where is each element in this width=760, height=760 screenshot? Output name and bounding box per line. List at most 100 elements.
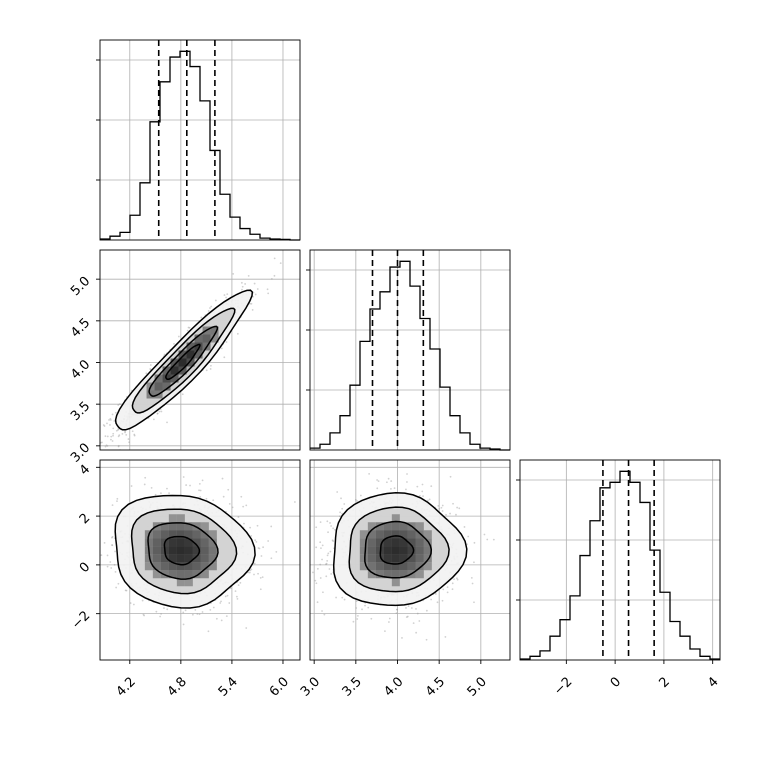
scatter-point [335, 596, 337, 599]
scatter-point [332, 527, 335, 530]
scatter-point [116, 500, 118, 503]
scatter-point [359, 494, 362, 497]
scatter-point [85, 587, 87, 589]
density-cell [391, 538, 400, 547]
scatter-point [492, 538, 495, 541]
scatter-point [249, 526, 252, 529]
scatter-point [110, 438, 112, 441]
scatter-point [83, 538, 85, 540]
plot-frame [519, 459, 721, 661]
scatter-point [106, 422, 108, 425]
density-cell [192, 530, 201, 539]
scatter-point [160, 612, 162, 615]
x-tick-label: 3.5 [340, 674, 365, 699]
density-cell [359, 530, 368, 539]
scatter-point [201, 611, 204, 613]
scatter-point [279, 262, 282, 265]
scatter-point [95, 588, 97, 590]
density-cell [423, 546, 432, 555]
scatter-point [442, 588, 445, 591]
density-cell [184, 538, 193, 547]
scatter-point [166, 487, 168, 490]
scatter-point [220, 619, 223, 622]
scatter-point [356, 500, 359, 502]
density-cell [359, 546, 368, 555]
scatter-point [306, 519, 308, 521]
density-cell [415, 562, 424, 571]
scatter-point [132, 603, 135, 606]
scatter-point [111, 413, 114, 416]
scatter-point [158, 410, 161, 413]
scatter-point [305, 508, 307, 510]
scatter-point [440, 506, 443, 509]
scatter-point [225, 296, 227, 299]
scatter-point [266, 288, 269, 291]
density-cell [184, 562, 193, 571]
scatter-point [225, 615, 228, 617]
density-cell [168, 546, 177, 555]
scatter-point [159, 615, 162, 618]
scatter-point [418, 620, 421, 622]
scatter-point [207, 630, 210, 633]
plot-frame [309, 249, 511, 451]
scatter-point [385, 481, 388, 484]
scatter-point [321, 544, 324, 547]
density-cell [186, 342, 195, 351]
x-tick-label: 5.0 [465, 674, 490, 699]
scatter-point [355, 607, 358, 609]
scatter-point [105, 444, 108, 447]
scatter-point [446, 591, 449, 594]
density-cell [170, 358, 179, 367]
scatter-point [343, 503, 346, 505]
density-cell [200, 554, 209, 563]
scatter-point [405, 488, 407, 491]
scatter-point [112, 432, 115, 435]
density-cell [367, 570, 376, 579]
scatter-point [275, 550, 278, 553]
density-cell [383, 522, 392, 531]
scatter-point [405, 616, 408, 618]
density-cell [407, 562, 416, 571]
scatter-point [237, 516, 240, 518]
scatter-point [261, 576, 264, 579]
density-cell [407, 554, 416, 563]
scatter-point [412, 622, 415, 625]
scatter-point [314, 579, 317, 582]
scatter-point [390, 487, 392, 490]
density-cell [160, 562, 169, 571]
scatter-point [86, 549, 88, 551]
scatter-point [467, 535, 470, 538]
density-cell [415, 554, 424, 563]
scatter-point [79, 531, 81, 533]
density-cell [192, 570, 201, 579]
scatter-point [235, 595, 238, 598]
density-cell [192, 522, 201, 531]
scatter-point [156, 412, 159, 415]
density-cell [391, 514, 400, 523]
density-cell [399, 546, 408, 555]
scatter-point [406, 615, 409, 618]
scatter-point [124, 589, 127, 592]
scatter-point [441, 504, 444, 507]
scatter-point [155, 610, 158, 613]
scatter-point [109, 417, 112, 420]
scatter-point [250, 568, 253, 571]
scatter-point [219, 602, 222, 604]
scatter-point [312, 571, 314, 574]
contour-line [364, 520, 433, 579]
scatter-point [329, 550, 332, 553]
scatter-point [463, 526, 466, 528]
scatter-point [240, 495, 243, 498]
scatter-point [388, 621, 390, 623]
scatter-point [249, 569, 252, 572]
density-cell [194, 350, 203, 359]
y-tick-label: 5.0 [68, 274, 93, 299]
scatter-point [316, 601, 319, 604]
density-cell [192, 554, 201, 563]
plot-frame [99, 39, 301, 241]
y-tick-label: −2 [69, 608, 93, 632]
scatter-point [325, 562, 328, 565]
scatter-point [395, 612, 398, 615]
x-tick-label: 2 [656, 674, 672, 690]
density-cell [407, 538, 416, 547]
